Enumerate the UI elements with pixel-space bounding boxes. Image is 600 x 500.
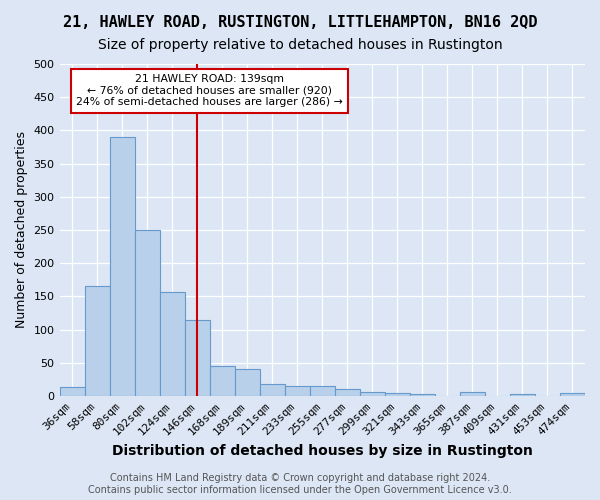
Bar xyxy=(209,366,235,396)
Bar xyxy=(260,384,285,396)
Bar xyxy=(460,392,485,396)
Bar xyxy=(235,370,260,396)
Bar xyxy=(160,292,185,396)
Bar xyxy=(360,392,385,396)
Bar xyxy=(335,390,360,396)
Bar xyxy=(185,320,209,396)
Bar xyxy=(110,137,134,396)
Bar xyxy=(134,230,160,396)
Bar xyxy=(385,392,410,396)
Bar xyxy=(560,394,585,396)
Text: 21 HAWLEY ROAD: 139sqm
← 76% of detached houses are smaller (920)
24% of semi-de: 21 HAWLEY ROAD: 139sqm ← 76% of detached… xyxy=(76,74,343,107)
Bar xyxy=(510,394,535,396)
Bar xyxy=(310,386,335,396)
Bar xyxy=(410,394,435,396)
Text: Size of property relative to detached houses in Rustington: Size of property relative to detached ho… xyxy=(98,38,502,52)
Text: 21, HAWLEY ROAD, RUSTINGTON, LITTLEHAMPTON, BN16 2QD: 21, HAWLEY ROAD, RUSTINGTON, LITTLEHAMPT… xyxy=(63,15,537,30)
Y-axis label: Number of detached properties: Number of detached properties xyxy=(15,132,28,328)
X-axis label: Distribution of detached houses by size in Rustington: Distribution of detached houses by size … xyxy=(112,444,533,458)
Bar xyxy=(285,386,310,396)
Text: Contains HM Land Registry data © Crown copyright and database right 2024.
Contai: Contains HM Land Registry data © Crown c… xyxy=(88,474,512,495)
Bar xyxy=(85,286,110,396)
Bar xyxy=(59,388,85,396)
